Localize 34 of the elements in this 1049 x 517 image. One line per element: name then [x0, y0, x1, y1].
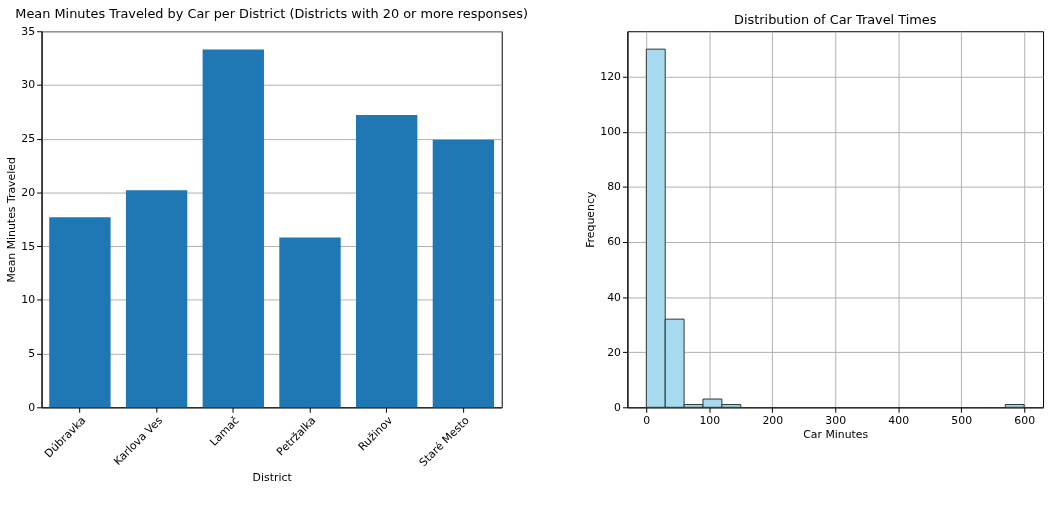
bar: [49, 217, 111, 408]
bar: [202, 49, 264, 408]
y-tick-label: 20: [607, 345, 622, 359]
x-tick-label: 0: [643, 413, 651, 427]
y-tick-label: 0: [28, 400, 36, 414]
y-tick-label: 60: [607, 235, 622, 249]
y-tick-label: 80: [607, 180, 622, 194]
y-tick-label: 5: [28, 347, 36, 361]
bar: [125, 190, 188, 408]
x-tick-label: 200: [762, 413, 784, 427]
y-tick-label: 25: [21, 132, 36, 146]
bar: [432, 139, 495, 408]
x-axis-title: Car Minutes: [803, 428, 869, 442]
y-axis-title: Frequency: [584, 191, 598, 248]
x-tick-label: 500: [951, 413, 973, 427]
y-tick-label: 20: [21, 185, 36, 199]
x-axis-title: District: [252, 471, 292, 485]
chart-title: Distribution of Car Travel Times: [734, 12, 937, 28]
y-tick-label: 100: [600, 125, 622, 139]
bar: [356, 115, 418, 408]
chart-title: Mean Minutes Traveled by Car per District (Districts with 20 or more responses): [15, 6, 528, 22]
x-tick-label: 100: [699, 413, 721, 427]
y-axis-title: Mean Minutes Traveled: [5, 157, 19, 283]
x-tick-label: 400: [888, 413, 910, 427]
y-tick-label: 30: [21, 78, 36, 92]
x-tick-label: 300: [825, 413, 847, 427]
y-tick-label: 120: [600, 70, 622, 84]
y-tick-label: 10: [21, 293, 36, 307]
y-tick-label: 0: [614, 400, 622, 414]
y-tick-label: 35: [21, 24, 36, 38]
y-tick-label: 15: [21, 239, 36, 253]
y-tick-label: 40: [607, 290, 622, 304]
bar: [279, 237, 341, 408]
x-tick-label: 600: [1014, 413, 1036, 427]
